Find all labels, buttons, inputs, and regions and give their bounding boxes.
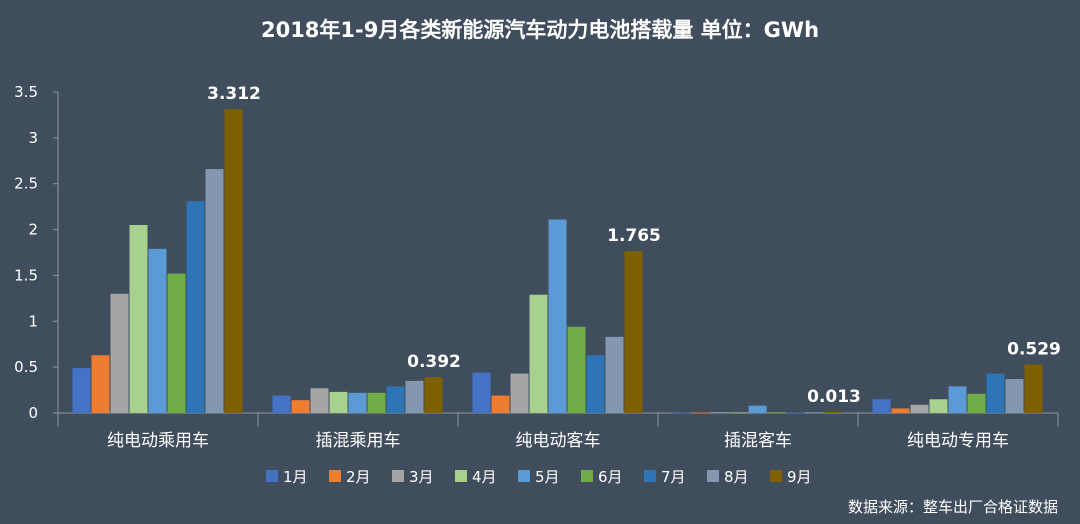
data-label: 0.529 — [1007, 339, 1061, 359]
bar — [291, 400, 310, 413]
bar — [148, 248, 167, 413]
bar — [767, 412, 786, 414]
bar — [948, 386, 967, 413]
y-axis: 0 0.5 1 1.5 2 2.5 3 3.5 — [14, 83, 59, 422]
bar — [929, 399, 948, 413]
data-label: 0.013 — [807, 387, 861, 407]
chart-title: 2018年1-9月各类新能源汽车动力电池搭载量 单位：GWh — [261, 18, 819, 42]
legend: 1月 2月 3月 4月 5月 6月 7月 8月 9月 — [266, 468, 812, 486]
y-tick-label: 0.5 — [14, 358, 38, 376]
bar — [129, 224, 148, 413]
legend-swatch — [518, 470, 530, 482]
legend-label: 9月 — [787, 468, 812, 486]
legend-label: 3月 — [409, 468, 434, 486]
bar — [710, 412, 729, 414]
legend-swatch — [644, 470, 656, 482]
legend-swatch — [455, 470, 467, 482]
legend-label: 8月 — [724, 468, 749, 486]
bar — [367, 392, 386, 413]
legend-label: 1月 — [283, 468, 308, 486]
bar — [167, 273, 186, 413]
bar — [805, 412, 824, 414]
bar — [1024, 364, 1043, 413]
y-tick-label: 1.5 — [14, 266, 38, 284]
bar — [748, 405, 767, 413]
legend-label: 5月 — [535, 468, 560, 486]
data-label: 0.392 — [407, 352, 461, 372]
legend-label: 4月 — [472, 468, 497, 486]
bar — [729, 412, 748, 414]
bar — [329, 391, 348, 413]
x-axis: 纯电动乘用车 插混乘用车 纯电动客车 插混客车 纯电动专用车 — [57, 412, 1059, 451]
bar — [510, 373, 529, 413]
bar — [872, 399, 891, 413]
data-label-group: 3.312 0.392 1.765 0.013 0.529 — [207, 84, 1061, 407]
bar — [310, 388, 329, 413]
legend-label: 2月 — [346, 468, 371, 486]
bar — [272, 395, 291, 413]
y-tick-label: 2.5 — [14, 175, 38, 193]
bar — [205, 169, 224, 413]
legend-swatch — [770, 470, 782, 482]
bar — [672, 412, 691, 414]
y-tick-label: 0 — [28, 404, 38, 422]
bar — [567, 326, 586, 413]
bar — [224, 109, 243, 414]
data-label: 1.765 — [607, 226, 661, 246]
bar — [348, 392, 367, 413]
legend-label: 7月 — [661, 468, 686, 486]
x-category-label: 插混乘用车 — [316, 431, 401, 451]
bar — [967, 393, 986, 413]
bar — [386, 386, 405, 413]
source-note: 数据来源：整车出厂合格证数据 — [848, 498, 1058, 516]
bar — [110, 293, 129, 413]
bar — [472, 372, 491, 413]
bar — [986, 373, 1005, 413]
legend-swatch — [581, 470, 593, 482]
y-tick-label: 3 — [28, 129, 38, 147]
x-category-label: 纯电动专用车 — [907, 431, 1009, 451]
bar — [691, 412, 710, 414]
legend-swatch — [707, 470, 719, 482]
bar — [1005, 379, 1024, 413]
legend-label: 6月 — [598, 468, 623, 486]
bar — [910, 404, 929, 413]
legend-swatch — [266, 470, 278, 482]
bar — [186, 201, 205, 413]
bar — [491, 395, 510, 413]
bar — [586, 355, 605, 413]
y-tick-label: 2 — [28, 221, 38, 239]
bar — [824, 411, 843, 413]
y-tick-label: 1 — [28, 312, 38, 330]
x-category-label: 插混客车 — [724, 431, 792, 451]
bar — [786, 412, 805, 414]
y-tick-label: 3.5 — [14, 83, 38, 101]
bar — [605, 336, 624, 413]
x-category-label: 纯电动乘用车 — [107, 431, 209, 451]
bar — [91, 355, 110, 413]
bar — [405, 380, 424, 413]
legend-swatch — [392, 470, 404, 482]
bar — [891, 408, 910, 413]
bar — [529, 294, 548, 413]
data-label: 3.312 — [207, 84, 261, 104]
x-category-label: 纯电动客车 — [516, 431, 601, 451]
legend-swatch — [329, 470, 341, 482]
bar — [424, 377, 443, 413]
bar — [548, 219, 567, 413]
bar — [624, 251, 643, 413]
bar-group — [72, 109, 1043, 414]
bar — [72, 368, 91, 413]
